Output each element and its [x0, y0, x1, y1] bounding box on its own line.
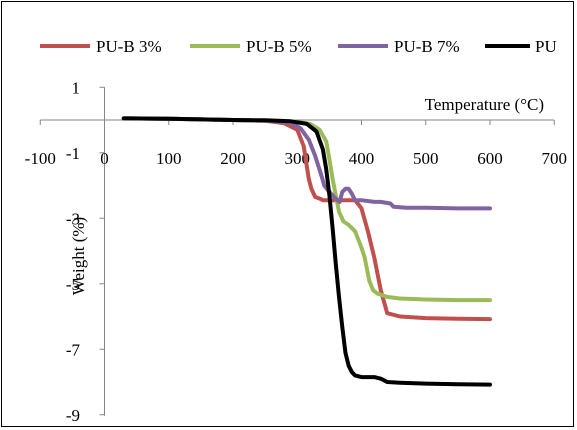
y-axis-title: Weight (%) — [69, 217, 88, 295]
y-tick-label: -1 — [66, 144, 80, 163]
x-tick-label: -100 — [25, 149, 56, 168]
legend: PU-B 3% PU-B 5% PU-B 7% PU — [40, 37, 557, 56]
x-tick-label: 100 — [156, 149, 182, 168]
x-tick-label: 0 — [100, 149, 109, 168]
x-tick-label: 200 — [220, 149, 246, 168]
x-tick-label: 600 — [477, 149, 503, 168]
x-axis-title: Temperature (°C) — [425, 95, 544, 114]
y-tick-label: 1 — [72, 78, 81, 97]
legend-label: PU-B 7% — [394, 37, 460, 56]
legend-label: PU-B 5% — [246, 37, 312, 56]
x-tick-label: 700 — [542, 149, 568, 168]
x-tick-label: 500 — [413, 149, 439, 168]
x-tick-label: 400 — [349, 149, 375, 168]
y-tick-label: -3 — [66, 209, 80, 228]
y-tick-label: -9 — [66, 406, 80, 425]
y-tick-label: -5 — [66, 275, 80, 294]
series-line-3 — [121, 116, 492, 387]
y-tick-label: -7 — [66, 340, 81, 359]
series-line-2 — [121, 116, 492, 211]
legend-label: PU — [535, 37, 557, 56]
series-layer — [121, 116, 492, 387]
legend-label: PU-B 3% — [96, 37, 162, 56]
